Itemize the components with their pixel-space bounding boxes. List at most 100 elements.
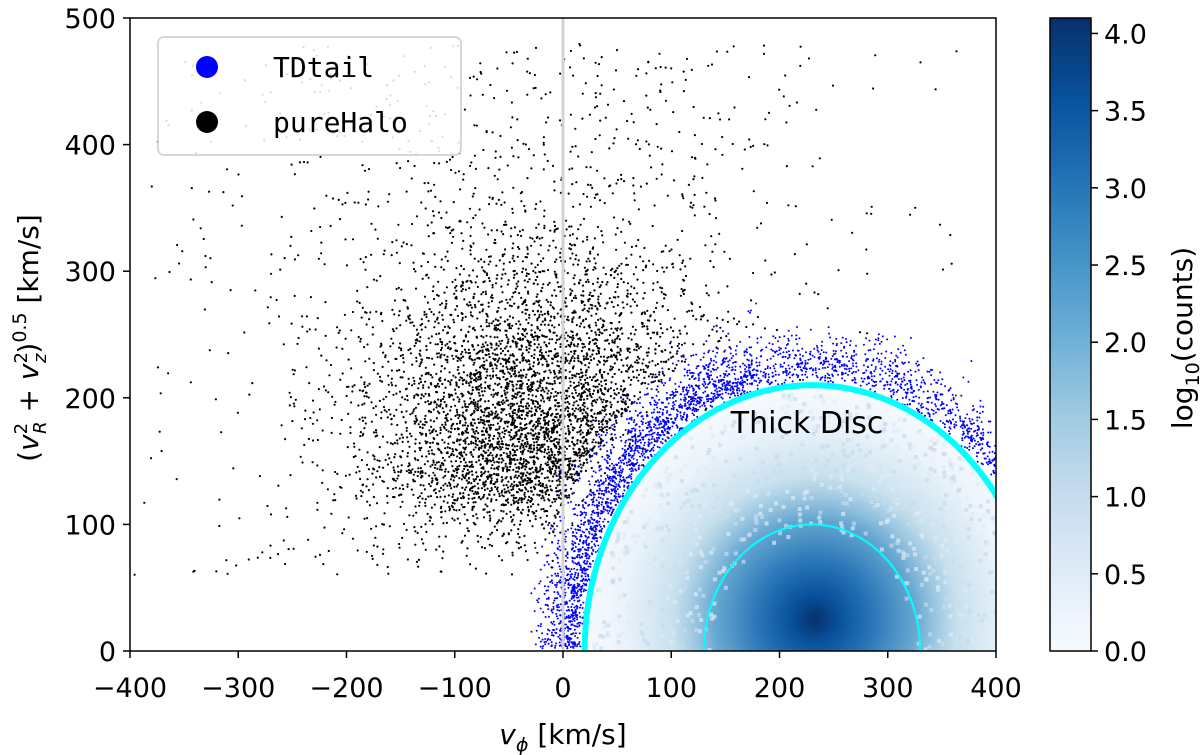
point-pureHalo: [487, 277, 491, 280]
density-cell: [1011, 559, 1015, 563]
point-pureHalo: [502, 495, 505, 498]
density-cell: [844, 501, 849, 506]
density-cell: [997, 522, 1001, 526]
point-pureHalo: [610, 433, 613, 436]
point-pureHalo: [484, 470, 487, 473]
point-pureHalo: [620, 413, 623, 416]
point-pureHalo: [483, 360, 486, 363]
point-pureHalo: [399, 342, 402, 345]
point-pureHalo: [543, 370, 546, 373]
point-pureHalo: [461, 288, 464, 291]
point-pureHalo: [500, 491, 503, 494]
density-cell: [685, 613, 690, 618]
point-pureHalo: [390, 423, 393, 426]
point-pureHalo: [539, 200, 542, 203]
point-pureHalo: [256, 556, 259, 559]
density-cell: [964, 620, 969, 625]
point-pureHalo: [636, 355, 640, 358]
density-cell: [818, 450, 823, 455]
point-pureHalo: [412, 376, 415, 379]
point-pureHalo: [528, 422, 531, 425]
point-pureHalo: [479, 535, 482, 539]
point-pureHalo: [284, 562, 287, 566]
point-pureHalo: [442, 484, 445, 487]
point-pureHalo: [425, 313, 428, 316]
thick-disc-density-fill: [584, 385, 996, 651]
point-pureHalo: [511, 116, 514, 119]
point-pureHalo: [543, 209, 546, 212]
point-pureHalo: [483, 488, 486, 491]
point-pureHalo: [399, 166, 402, 170]
point-pureHalo: [599, 355, 603, 358]
point-pureHalo: [341, 532, 344, 535]
point-pureHalo: [577, 359, 580, 363]
point-pureHalo: [414, 438, 417, 441]
point-pureHalo: [464, 351, 467, 354]
point-pureHalo: [488, 510, 491, 513]
point-pureHalo: [615, 248, 618, 251]
point-pureHalo: [420, 538, 423, 541]
density-cell: [929, 607, 934, 612]
point-pureHalo: [529, 390, 532, 393]
point-pureHalo: [482, 467, 485, 470]
point-pureHalo: [479, 399, 482, 402]
point-pureHalo: [377, 205, 380, 208]
point-pureHalo: [615, 354, 618, 357]
point-pureHalo: [471, 269, 475, 272]
point-pureHalo: [671, 81, 674, 84]
point-pureHalo: [664, 293, 667, 296]
point-pureHalo: [487, 349, 490, 352]
point-pureHalo: [423, 488, 426, 491]
point-pureHalo: [386, 495, 389, 498]
point-pureHalo: [586, 397, 589, 400]
point-pureHalo: [553, 376, 556, 379]
point-pureHalo: [496, 274, 499, 277]
point-pureHalo: [407, 349, 410, 352]
density-cell: [661, 512, 666, 517]
point-pureHalo: [232, 467, 235, 470]
point-pureHalo: [539, 404, 542, 407]
point-pureHalo: [672, 111, 675, 114]
point-pureHalo: [443, 400, 446, 404]
point-pureHalo: [471, 473, 474, 476]
point-pureHalo: [446, 250, 449, 253]
density-cell: [641, 541, 646, 546]
density-cell: [839, 473, 844, 478]
point-pureHalo: [401, 536, 404, 540]
point-pureHalo: [608, 418, 611, 421]
density-cell: [626, 619, 631, 624]
point-pureHalo: [462, 492, 465, 495]
point-pureHalo: [749, 145, 752, 148]
point-pureHalo: [765, 201, 769, 204]
point-pureHalo: [325, 359, 328, 362]
point-pureHalo: [745, 325, 748, 329]
point-pureHalo: [415, 215, 419, 218]
point-pureHalo: [415, 417, 418, 420]
plot-area: Thick Disc: [129, 17, 1015, 652]
point-pureHalo: [443, 325, 446, 328]
point-pureHalo: [619, 347, 622, 351]
point-pureHalo: [484, 429, 488, 432]
density-cell: [729, 502, 734, 507]
point-pureHalo: [646, 325, 649, 328]
point-pureHalo: [384, 356, 387, 359]
point-pureHalo: [579, 378, 582, 381]
point-pureHalo: [430, 506, 433, 509]
point-pureHalo: [688, 309, 691, 312]
point-pureHalo: [423, 182, 426, 185]
point-pureHalo: [511, 518, 514, 521]
density-cell: [975, 563, 980, 568]
point-pureHalo: [485, 451, 488, 454]
point-pureHalo: [331, 395, 334, 398]
point-pureHalo: [461, 312, 464, 316]
point-pureHalo: [652, 373, 655, 376]
point-pureHalo: [464, 315, 467, 318]
point-pureHalo: [159, 392, 162, 395]
point-pureHalo: [445, 416, 448, 420]
point-pureHalo: [468, 403, 471, 406]
point-pureHalo: [549, 470, 553, 474]
density-cell: [870, 453, 875, 458]
point-pureHalo: [575, 324, 579, 327]
point-pureHalo: [569, 288, 572, 291]
point-pureHalo: [411, 412, 414, 415]
